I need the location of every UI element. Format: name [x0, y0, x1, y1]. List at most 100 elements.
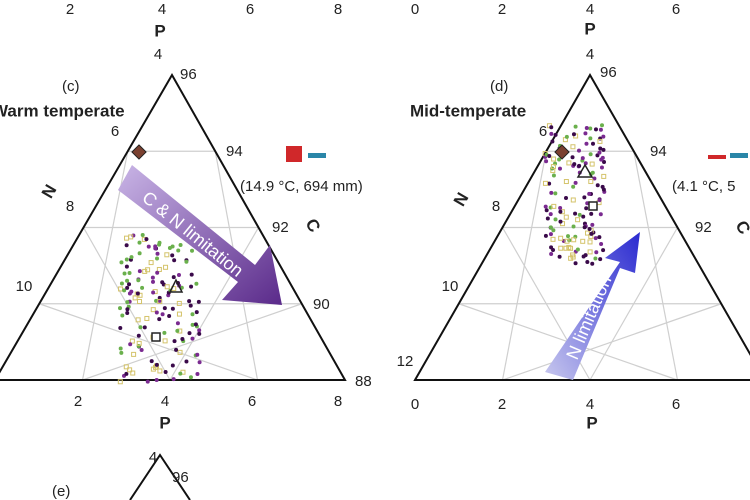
- ternary-frame: [413, 72, 750, 381]
- scatter-point: [122, 271, 127, 276]
- scatter-point: [543, 233, 548, 238]
- scatter-point: [587, 226, 592, 231]
- scatter-point: [162, 338, 168, 344]
- scatter-point: [155, 251, 160, 256]
- scatter-point: [194, 281, 199, 286]
- scatter-point: [571, 237, 577, 243]
- scatter-point: [550, 139, 555, 144]
- scatter-point: [566, 160, 572, 166]
- axis-label: P: [154, 21, 165, 40]
- scatter-point: [164, 252, 170, 258]
- scatter-point: [597, 198, 602, 203]
- ternary-frame: [129, 453, 191, 500]
- scatter-point: [124, 243, 129, 248]
- scatter-point: [558, 219, 563, 224]
- scatter-point: [570, 144, 576, 150]
- scatter-point: [558, 205, 563, 210]
- panel-label: (c): [62, 78, 80, 95]
- scatter-point: [545, 216, 550, 221]
- scatter-point: [594, 250, 599, 255]
- arrow: [118, 165, 282, 305]
- scatter-point: [589, 161, 595, 167]
- tick-label: 8: [334, 1, 342, 18]
- scatter-point: [601, 187, 606, 192]
- axis-label: P: [586, 413, 597, 432]
- scatter-point: [558, 245, 564, 251]
- scatter-point: [148, 260, 154, 266]
- scatter-point: [587, 249, 593, 255]
- scatter-point: [599, 165, 604, 170]
- scatter-point: [157, 295, 162, 300]
- scatter-point: [549, 131, 554, 136]
- scatter-point: [157, 298, 163, 304]
- scatter-point: [193, 322, 198, 327]
- scatter-point: [151, 290, 156, 295]
- scatter-point: [180, 336, 185, 341]
- scatter-point: [587, 239, 593, 245]
- scatter-point: [584, 141, 589, 146]
- tick-label: 4: [149, 449, 157, 466]
- scatter-point: [542, 180, 548, 186]
- scatter-point: [587, 191, 592, 196]
- tick-label: 6: [672, 1, 680, 18]
- scatter-point: [138, 325, 143, 330]
- tick-label: 12: [397, 353, 414, 370]
- scatter-point: [189, 284, 194, 289]
- scatter-point: [150, 366, 156, 372]
- panel-title: Warm temperate: [0, 101, 125, 120]
- scatter-point: [130, 370, 136, 376]
- scatter-point: [558, 209, 563, 214]
- scatter-point: [188, 375, 193, 380]
- legend-swatch: [286, 146, 302, 162]
- scatter-point: [551, 228, 556, 233]
- scatter-point: [150, 275, 155, 280]
- scatter-point: [176, 300, 182, 306]
- scatter-point: [593, 127, 598, 132]
- tick-label: 10: [442, 278, 459, 295]
- scatter-point: [150, 307, 156, 313]
- tick-label: 96: [172, 469, 189, 486]
- panel-label: (e): [52, 483, 70, 500]
- tick-label: 0: [411, 1, 419, 18]
- scatter-point: [170, 363, 175, 368]
- scatter-point: [581, 254, 586, 259]
- axis-label: N: [450, 189, 473, 209]
- scatter-point: [573, 261, 578, 266]
- scatter-point: [551, 248, 556, 253]
- scatter-point: [584, 206, 589, 211]
- tick-label: 8: [334, 393, 342, 410]
- scatter-point: [127, 367, 133, 373]
- scatter-point: [154, 378, 159, 383]
- scatter-point: [155, 270, 160, 275]
- scatter-point: [140, 233, 145, 238]
- scatter-point: [563, 179, 569, 185]
- scatter-point: [160, 280, 165, 285]
- scatter-point: [129, 255, 134, 260]
- scatter-point: [548, 212, 553, 217]
- scatter-point: [176, 273, 181, 278]
- marker: [131, 144, 147, 160]
- scatter-point: [563, 214, 569, 220]
- scatter-point: [124, 235, 130, 241]
- scatter-point: [588, 179, 594, 185]
- scatter-point: [585, 201, 590, 206]
- tick-label: 2: [498, 396, 506, 413]
- panel-label: (d): [490, 78, 508, 95]
- scatter-point: [189, 272, 194, 277]
- scatter-point: [589, 231, 594, 236]
- scatter-point: [170, 253, 175, 258]
- scatter-point: [557, 157, 562, 162]
- scatter-point: [190, 248, 195, 253]
- scatter-point: [598, 146, 603, 151]
- scatter-point: [129, 338, 135, 344]
- scatter-point: [125, 300, 130, 305]
- climate-label: (4.1 °C, 5: [672, 178, 736, 195]
- scatter: [117, 123, 607, 385]
- tick-label: 6: [672, 396, 680, 413]
- tick-label: 8: [492, 198, 500, 215]
- grid-line: [633, 151, 679, 381]
- scatter-point: [568, 255, 574, 261]
- scatter-point: [566, 234, 571, 239]
- climate-label: (14.9 °C, 694 mm): [240, 178, 363, 195]
